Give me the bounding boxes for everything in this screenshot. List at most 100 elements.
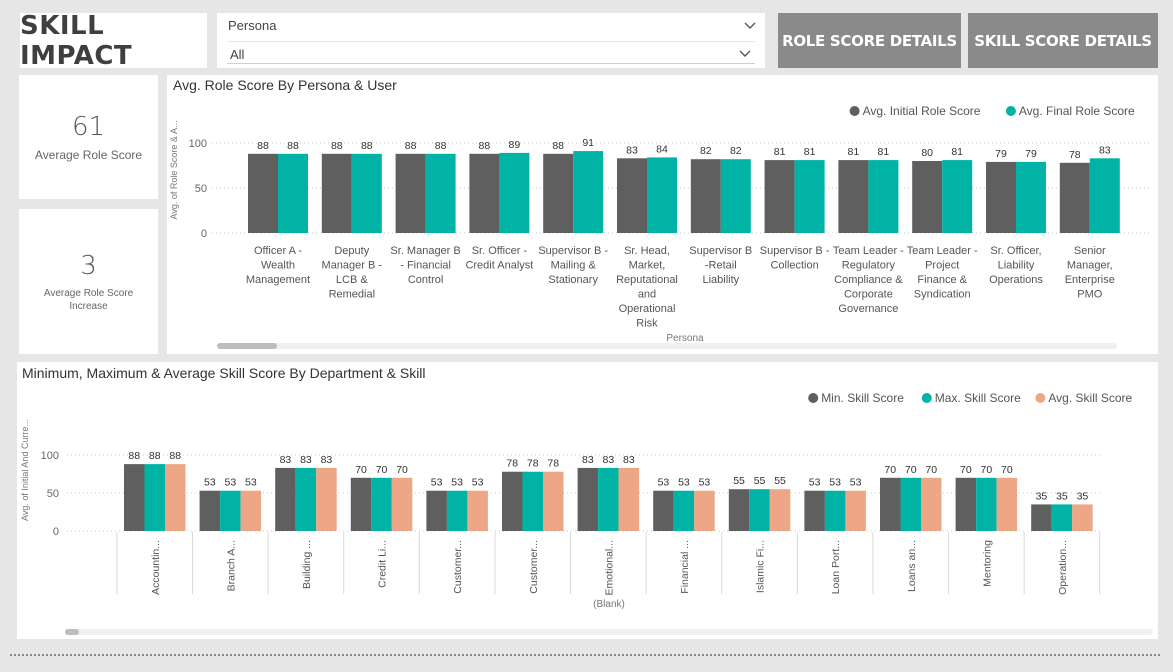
x-category-label: Senior <box>1074 245 1106 257</box>
bar[interactable] <box>220 490 241 531</box>
bar[interactable] <box>1051 504 1073 531</box>
bar[interactable] <box>316 467 337 531</box>
bar[interactable] <box>617 158 647 233</box>
bar[interactable] <box>598 467 619 531</box>
bar[interactable] <box>912 161 943 233</box>
persona-slicer: Persona All <box>217 13 765 68</box>
bar[interactable] <box>395 153 426 233</box>
data-label: 88 <box>361 140 373 152</box>
scrollbar-thumb[interactable] <box>217 343 277 349</box>
bar[interactable] <box>996 477 1018 531</box>
x-category-label: Loans an... <box>906 540 918 592</box>
x-category-label: Control <box>408 274 443 286</box>
data-label: 35 <box>1077 490 1089 502</box>
bar[interactable] <box>248 153 278 233</box>
bar[interactable] <box>573 151 604 233</box>
chevron-down-icon[interactable] <box>744 19 756 31</box>
bar[interactable] <box>371 477 392 531</box>
bar[interactable] <box>921 477 942 531</box>
bar[interactable] <box>942 160 973 233</box>
bar[interactable] <box>838 160 869 233</box>
data-label: 53 <box>809 477 821 489</box>
bar[interactable] <box>1059 162 1090 233</box>
bar[interactable] <box>425 153 456 233</box>
bar[interactable] <box>426 490 447 531</box>
bar[interactable] <box>804 490 825 531</box>
bar[interactable] <box>467 490 488 531</box>
legend-label: Max. Skill Score <box>935 391 1021 405</box>
bar[interactable] <box>522 471 544 531</box>
bar[interactable] <box>295 467 317 531</box>
data-label: 53 <box>699 477 711 489</box>
bar[interactable] <box>694 490 715 531</box>
bar[interactable] <box>124 464 145 531</box>
chevron-down-icon[interactable] <box>739 47 751 59</box>
x-category-label: Islamic Fi... <box>755 540 767 593</box>
bar[interactable] <box>351 153 382 233</box>
bar[interactable] <box>543 153 574 233</box>
data-label: 88 <box>149 450 161 462</box>
bar[interactable] <box>144 464 166 531</box>
bar[interactable] <box>986 161 1016 233</box>
x-category-label: Management <box>246 274 310 286</box>
legend-marker <box>921 393 932 403</box>
bar[interactable] <box>749 489 770 531</box>
bar[interactable] <box>845 490 866 531</box>
bar[interactable] <box>577 467 599 531</box>
bar[interactable] <box>794 160 825 233</box>
bar[interactable] <box>446 490 468 531</box>
bar[interactable] <box>1016 161 1046 233</box>
bar[interactable] <box>880 477 901 531</box>
bar[interactable] <box>165 464 186 531</box>
bar[interactable] <box>690 159 721 233</box>
skill-score-details-button[interactable]: SKILL SCORE DETAILS <box>968 13 1158 68</box>
bar[interactable] <box>1031 504 1052 531</box>
chart-title: Avg. Role Score By Persona & User <box>173 77 397 93</box>
x-category-label: Mailing & <box>551 260 597 272</box>
data-label: 79 <box>995 148 1007 160</box>
bar[interactable] <box>673 490 695 531</box>
data-label: 79 <box>1025 148 1037 160</box>
x-category-label: Emotional... <box>603 540 615 595</box>
bar[interactable] <box>502 471 523 531</box>
scrollbar-thumb[interactable] <box>65 629 79 635</box>
data-label: 78 <box>547 458 559 470</box>
bar[interactable] <box>955 477 977 531</box>
bar[interactable] <box>976 477 997 531</box>
x-category-label: Supervisor B <box>689 245 752 257</box>
x-category-label: Liability <box>702 274 739 286</box>
scrollbar-track[interactable] <box>65 629 1153 635</box>
bar[interactable] <box>321 153 352 233</box>
bar[interactable] <box>653 490 674 531</box>
x-category-label: Project <box>925 260 959 272</box>
bar[interactable] <box>769 489 791 531</box>
persona-dropdown[interactable]: All <box>227 41 755 64</box>
bar[interactable] <box>543 471 564 531</box>
bar[interactable] <box>728 489 750 531</box>
kpi-value: 61 <box>71 112 106 142</box>
bar[interactable] <box>391 477 413 531</box>
bar[interactable] <box>764 160 795 233</box>
x-category-label: Team Leader - <box>907 245 978 257</box>
bar[interactable] <box>824 490 846 531</box>
bar[interactable] <box>900 477 922 531</box>
x-category-label: Operation... <box>1057 540 1069 595</box>
bar[interactable] <box>499 152 530 233</box>
scrollbar-track[interactable] <box>217 343 1117 349</box>
bar[interactable] <box>275 467 296 531</box>
bar[interactable] <box>240 490 262 531</box>
x-category-label: Credit Li... <box>377 540 389 588</box>
bar[interactable] <box>647 157 677 233</box>
bar[interactable] <box>618 467 640 531</box>
bar[interactable] <box>1089 158 1120 233</box>
bar[interactable] <box>1072 504 1093 531</box>
bar[interactable] <box>278 153 308 233</box>
bar[interactable] <box>350 477 372 531</box>
data-label: 53 <box>678 477 690 489</box>
x-category-label: Regulatory <box>842 260 896 272</box>
bar[interactable] <box>199 490 221 531</box>
bar[interactable] <box>720 159 751 233</box>
role-score-details-button[interactable]: ROLE SCORE DETAILS <box>778 13 961 68</box>
bar[interactable] <box>868 160 899 233</box>
bar[interactable] <box>469 153 500 233</box>
